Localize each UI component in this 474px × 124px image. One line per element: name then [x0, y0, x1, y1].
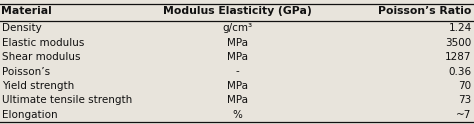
- Text: ~7: ~7: [456, 110, 472, 120]
- Text: Elastic modulus: Elastic modulus: [2, 38, 85, 48]
- Text: Ultimate tensile strength: Ultimate tensile strength: [2, 95, 133, 105]
- Text: Modulus Elasticity (GPa): Modulus Elasticity (GPa): [163, 6, 311, 16]
- Text: Density: Density: [2, 23, 42, 33]
- Text: 0.36: 0.36: [448, 67, 472, 77]
- Text: 3500: 3500: [446, 38, 472, 48]
- Text: Poisson’s Ratio: Poisson’s Ratio: [378, 6, 472, 16]
- Text: 1287: 1287: [445, 52, 472, 62]
- Text: MPa: MPa: [227, 81, 247, 91]
- Text: Material: Material: [0, 6, 52, 16]
- Text: MPa: MPa: [227, 38, 247, 48]
- Text: %: %: [232, 110, 242, 120]
- Text: Elongation: Elongation: [2, 110, 58, 120]
- Text: 1.24: 1.24: [448, 23, 472, 33]
- Text: Poisson’s: Poisson’s: [2, 67, 51, 77]
- Text: Yield strength: Yield strength: [2, 81, 74, 91]
- Text: g/cm³: g/cm³: [222, 23, 252, 33]
- Text: -: -: [235, 67, 239, 77]
- Text: 73: 73: [458, 95, 472, 105]
- Text: MPa: MPa: [227, 52, 247, 62]
- Text: 70: 70: [458, 81, 472, 91]
- Text: Shear modulus: Shear modulus: [2, 52, 81, 62]
- Text: MPa: MPa: [227, 95, 247, 105]
